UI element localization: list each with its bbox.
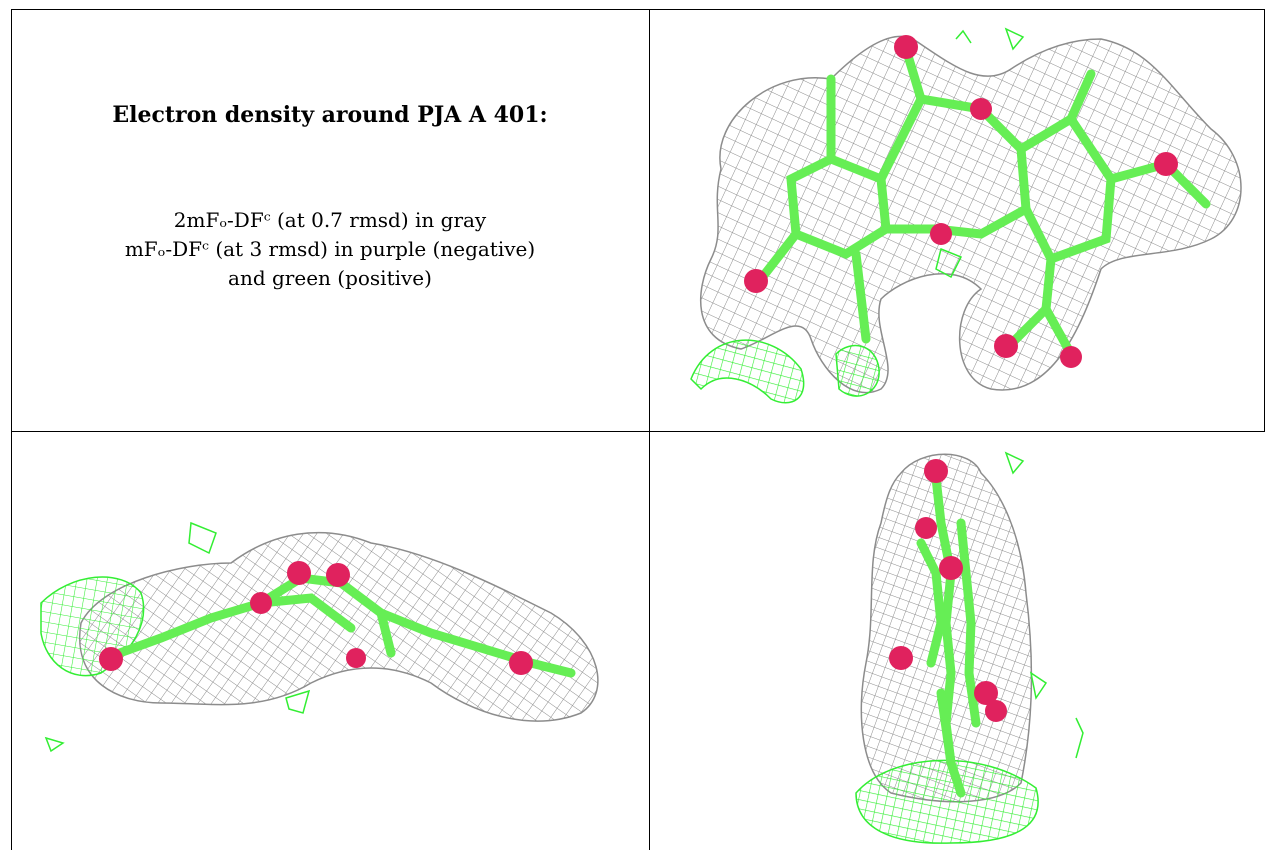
caption-legend: 2mFₒ-DFᶜ (at 0.7 rmsd) in gray mFₒ-DFᶜ (… — [11, 206, 649, 293]
legend-line-fo-fc: mFₒ-DFᶜ (at 3 rmsd) in purple (negative) — [124, 237, 536, 261]
oxygen-atoms — [99, 561, 533, 675]
density-mesh — [699, 35, 1242, 394]
positive-density-blob — [690, 339, 805, 404]
table-divider-horizontal — [11, 431, 1265, 432]
positive-density-fragment — [1004, 27, 1025, 51]
positive-density-fragment — [44, 736, 65, 753]
positive-density-fragment — [188, 521, 217, 555]
ligand-model — [916, 473, 981, 798]
positive-density-fragment — [1029, 671, 1048, 700]
positive-density-fragment — [935, 247, 963, 279]
density-panel-edge — [651, 433, 1265, 850]
caption-title: Electron density around PJA A 401: — [112, 102, 548, 128]
positive-density-fragment — [1004, 451, 1025, 475]
legend-line-positive: and green (positive) — [228, 266, 432, 290]
table-border-right — [1264, 9, 1265, 431]
table-border-top — [11, 9, 1265, 10]
oxygen-atoms — [889, 459, 1007, 722]
positive-density-fragment — [285, 689, 311, 714]
oxygen-atoms — [744, 35, 1178, 368]
caption-cell: Electron density around PJA A 401: 2mFₒ-… — [11, 9, 649, 431]
legend-line-2fo-fc: 2mFₒ-DFᶜ (at 0.7 rmsd) in gray — [173, 208, 487, 232]
positive-density-fragment — [955, 29, 972, 44]
table-divider-vertical — [649, 9, 650, 850]
table-border-left — [11, 9, 12, 850]
positive-density-blob — [835, 344, 880, 397]
density-panel-side — [11, 433, 649, 850]
density-panel-front — [651, 9, 1265, 431]
density-mesh — [78, 531, 599, 722]
positive-density-blob — [855, 759, 1039, 844]
positive-density-fragment — [1075, 717, 1084, 759]
